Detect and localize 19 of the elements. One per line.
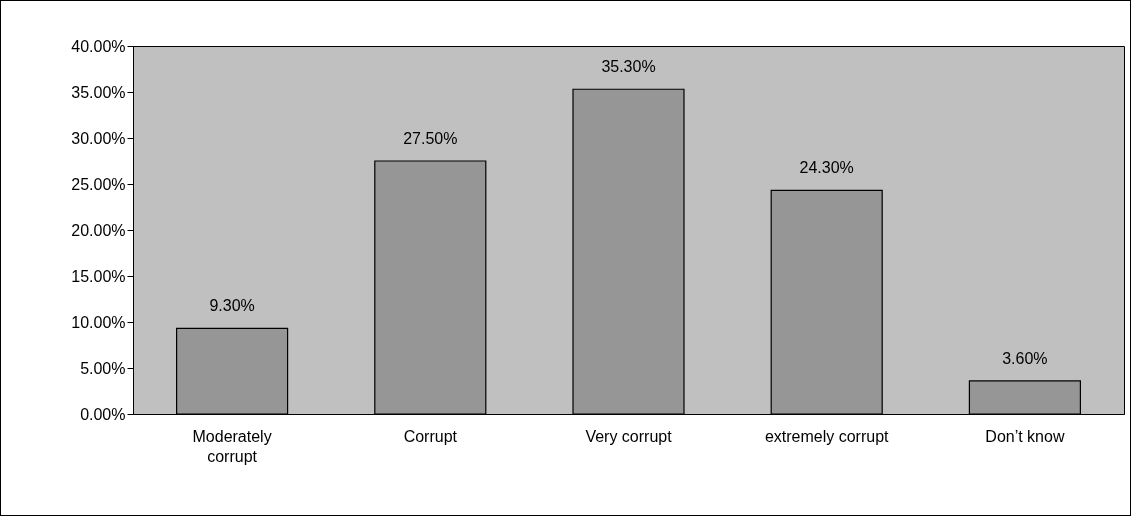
x-tick-label: extremely corrupt — [764, 427, 890, 445]
y-tick-label: 40.00% — [71, 37, 126, 55]
y-tick-label: 20.00% — [71, 221, 126, 239]
x-tick-label: Moderately corrupt — [192, 427, 272, 465]
x-tick-label: Don’t know — [985, 427, 1065, 445]
data-label: 9.30% — [209, 297, 255, 315]
y-tick-label: 5.00% — [80, 359, 126, 377]
x-tick-label: Very corrupt — [585, 427, 673, 445]
data-label: 35.30% — [601, 58, 656, 76]
y-tick-label: 25.00% — [71, 175, 126, 193]
y-tick-label: 35.00% — [71, 83, 126, 101]
y-tick-label: 15.00% — [71, 267, 126, 285]
data-label: 27.50% — [403, 130, 458, 147]
data-label: 3.60% — [1002, 349, 1048, 367]
y-tick-label: 30.00% — [71, 129, 126, 147]
data-label: 24.30% — [799, 159, 854, 177]
y-tick-label: 0.00% — [80, 405, 126, 423]
x-tick-label: Corrupt — [403, 427, 458, 445]
y-tick-label: 10.00% — [71, 313, 126, 331]
